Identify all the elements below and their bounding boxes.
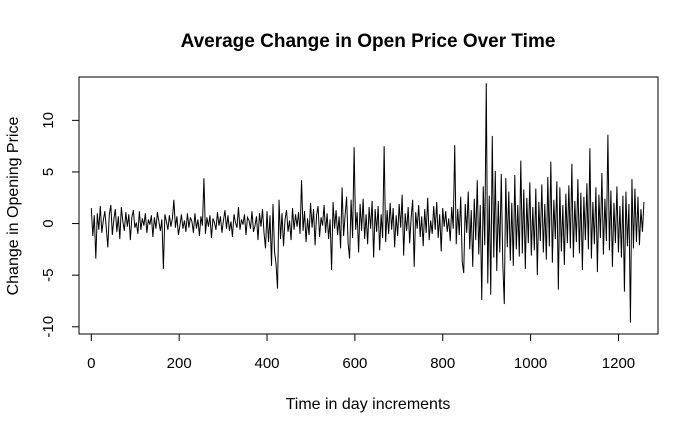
x-tick-label: 600 bbox=[342, 355, 367, 372]
y-tick-label: 0 bbox=[40, 219, 57, 227]
y-axis: -10 -5 0 5 10 bbox=[40, 112, 80, 338]
chart-title: Average Change in Open Price Over Time bbox=[181, 31, 556, 52]
x-tick-label: 1200 bbox=[602, 355, 635, 372]
y-tick-label: -10 bbox=[40, 316, 57, 338]
x-tick-label: 400 bbox=[255, 355, 280, 372]
x-axis-label: Time in day increments bbox=[286, 396, 451, 413]
y-tick-label: -5 bbox=[40, 268, 57, 281]
x-axis: 0 200 400 600 800 1000 1200 bbox=[87, 333, 635, 372]
x-tick-label: 0 bbox=[87, 355, 95, 372]
x-tick-label: 1000 bbox=[514, 355, 547, 372]
x-tick-label: 800 bbox=[430, 355, 455, 372]
series-line bbox=[90, 83, 645, 323]
y-axis-label: Change in Opening Price bbox=[5, 117, 22, 296]
y-tick-label: 10 bbox=[40, 112, 57, 129]
x-tick-label: 200 bbox=[167, 355, 192, 372]
y-tick-label: 5 bbox=[40, 168, 57, 176]
